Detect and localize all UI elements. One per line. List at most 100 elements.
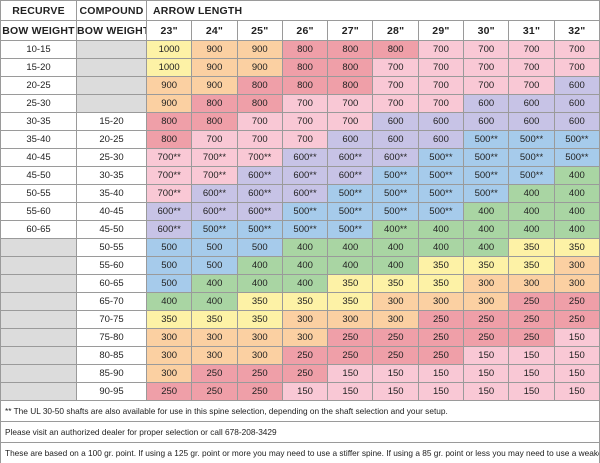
spine-value: 600 <box>508 112 555 131</box>
spine-value: 300 <box>417 292 465 311</box>
spine-value: 400 <box>463 238 510 257</box>
spine-value: 300 <box>553 274 600 293</box>
spine-value: 900 <box>145 76 193 95</box>
spine-value: 1000 <box>145 58 193 77</box>
compound-weight: 50-55 <box>76 238 147 257</box>
spine-value: 400 <box>417 220 465 239</box>
header-length: 26" <box>281 20 329 41</box>
spine-value: 600 <box>508 94 555 113</box>
spine-value: 500** <box>327 184 374 203</box>
spine-value: 300 <box>327 310 374 329</box>
spine-value: 300 <box>281 310 329 329</box>
spine-value: 150 <box>281 382 329 401</box>
empty-cell <box>0 328 77 347</box>
table-row: 50-55 35-40 700** 600** 600** 600** 500** 500**… <box>0 184 600 203</box>
spine-value: 150 <box>327 382 374 401</box>
spine-value: 800 <box>327 58 374 77</box>
spine-value: 150 <box>508 346 555 365</box>
spine-value: 800 <box>281 40 329 59</box>
spine-value: 300 <box>236 346 283 365</box>
recurve-weight: 60-65 <box>0 220 77 239</box>
spine-value: 400** <box>372 220 419 239</box>
compound-weight: 70-75 <box>76 310 147 329</box>
spine-value: 700 <box>553 58 600 77</box>
header-length: 27" <box>327 20 374 41</box>
spine-value: 400 <box>553 166 600 185</box>
spine-value: 400 <box>508 220 555 239</box>
spine-value: 150 <box>463 346 510 365</box>
recurve-weight: 30-35 <box>0 112 77 131</box>
spine-value: 250 <box>417 310 465 329</box>
spine-value: 350 <box>553 238 600 257</box>
spine-value: 600** <box>281 166 329 185</box>
spine-value: 700 <box>372 58 419 77</box>
header-length: 29" <box>417 20 465 41</box>
spine-value: 300 <box>191 346 238 365</box>
table-row: These are based on a 100 gr. point. If u… <box>0 442 600 463</box>
empty-cell <box>0 346 77 365</box>
spine-value: 150 <box>327 364 374 383</box>
compound-weight: 35-40 <box>76 184 147 203</box>
recurve-weight: 50-55 <box>0 184 77 203</box>
table-row: 15-20 1000 900 900 800 800 700 700 700 700 700 <box>0 58 600 77</box>
spine-value: 300 <box>145 346 193 365</box>
spine-value: 400 <box>417 238 465 257</box>
spine-value: 400 <box>191 274 238 293</box>
spine-value: 500** <box>191 220 238 239</box>
spine-value: 1000 <box>145 40 193 59</box>
spine-value: 150 <box>553 328 600 347</box>
spine-value: 150 <box>508 382 555 401</box>
spine-value: 500** <box>463 166 510 185</box>
note: Please visit an authorized dealer for pr… <box>0 421 600 443</box>
compound-weight: 55-60 <box>76 256 147 275</box>
spine-value: 300 <box>508 274 555 293</box>
compound-weight: 75-80 <box>76 328 147 347</box>
header-length: 23" <box>145 20 193 41</box>
spine-value: 800 <box>236 94 283 113</box>
table-row: 40-45 25-30 700** 700** 700** 600** 600** 600**… <box>0 148 600 167</box>
recurve-weight: 20-25 <box>0 76 77 95</box>
spine-value: 500** <box>417 148 465 167</box>
spine-value: 500 <box>145 274 193 293</box>
recurve-weight: 55-60 <box>0 202 77 221</box>
spine-value: 800 <box>327 40 374 59</box>
table-row: 70-75 350 350 350 300 300 300 250 250 250 250 <box>0 310 600 329</box>
spine-value: 700 <box>417 76 465 95</box>
spine-value: 350 <box>417 256 465 275</box>
spine-value: 150 <box>463 382 510 401</box>
spine-value: 500** <box>508 166 555 185</box>
spine-value: 250 <box>236 382 283 401</box>
table-row: 55-60 500 500 400 400 400 400 350 350 350 300 <box>0 256 600 275</box>
header-arrow-length: ARROW LENGTH <box>146 0 600 21</box>
spine-value: 350 <box>236 310 283 329</box>
compound-weight: 90-95 <box>76 382 147 401</box>
compound-weight: 80-85 <box>76 346 147 365</box>
spine-value: 350 <box>145 310 193 329</box>
spine-value: 800 <box>145 130 193 149</box>
spine-value: 400 <box>281 274 329 293</box>
spine-value: 250 <box>463 310 510 329</box>
spine-value: 350 <box>372 274 419 293</box>
spine-value: 400 <box>372 238 419 257</box>
empty-cell <box>0 274 77 293</box>
empty-cell <box>0 238 77 257</box>
spine-value: 400 <box>508 184 555 203</box>
header-length: 24" <box>191 20 238 41</box>
recurve-weight: 40-45 <box>0 148 77 167</box>
header-bow-weight: BOW WEIGHT <box>0 20 77 41</box>
table-row: 45-50 30-35 700** 700** 600** 600** 600** 500**… <box>0 166 600 185</box>
spine-value: 700 <box>236 130 283 149</box>
spine-value: 700 <box>463 76 510 95</box>
spine-value: 700 <box>281 94 329 113</box>
spine-value: 800 <box>281 58 329 77</box>
table-row: 60-65 45-50 600** 500** 500** 500** 500** 400**… <box>0 220 600 239</box>
spine-value: 900 <box>236 40 283 59</box>
spine-value: 500 <box>236 238 283 257</box>
spine-value: 700** <box>236 148 283 167</box>
spine-value: 250 <box>372 346 419 365</box>
spine-value: 700 <box>327 112 374 131</box>
spine-value: 350 <box>236 292 283 311</box>
spine-value: 600** <box>372 148 419 167</box>
